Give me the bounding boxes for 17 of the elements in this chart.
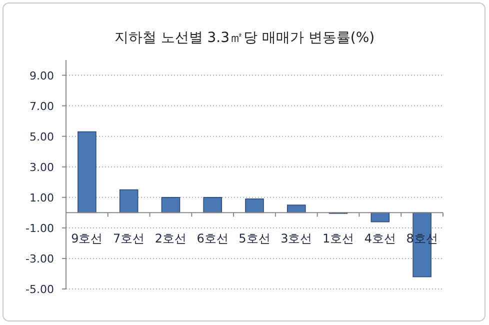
- y-tick-label: 1.00: [30, 191, 54, 204]
- x-tick-label: 6호선: [196, 232, 228, 246]
- y-tick-label: 3.00: [30, 160, 54, 174]
- y-tick-label: 9.00: [30, 69, 54, 82]
- x-tick-label: 1호선: [322, 232, 354, 246]
- x-tick-label: 9호선: [71, 232, 103, 246]
- y-tick-label: -3.00: [26, 252, 54, 266]
- y-tick-label: -1.00: [26, 222, 54, 235]
- chart-title: 지하철 노선별 3.3㎡당 매매가 변동률(%): [114, 30, 375, 46]
- x-tick-label: 2호선: [154, 232, 187, 246]
- x-tick-label: 5호선: [238, 232, 270, 246]
- x-tick-label: 4호선: [364, 232, 396, 246]
- x-tick-label: 7호선: [113, 232, 145, 246]
- y-tick-label: -5.00: [26, 283, 54, 296]
- y-tick-label: 7.00: [30, 100, 54, 113]
- y-tick-label: 5.00: [30, 130, 54, 144]
- x-tick-label: 3호선: [280, 232, 312, 246]
